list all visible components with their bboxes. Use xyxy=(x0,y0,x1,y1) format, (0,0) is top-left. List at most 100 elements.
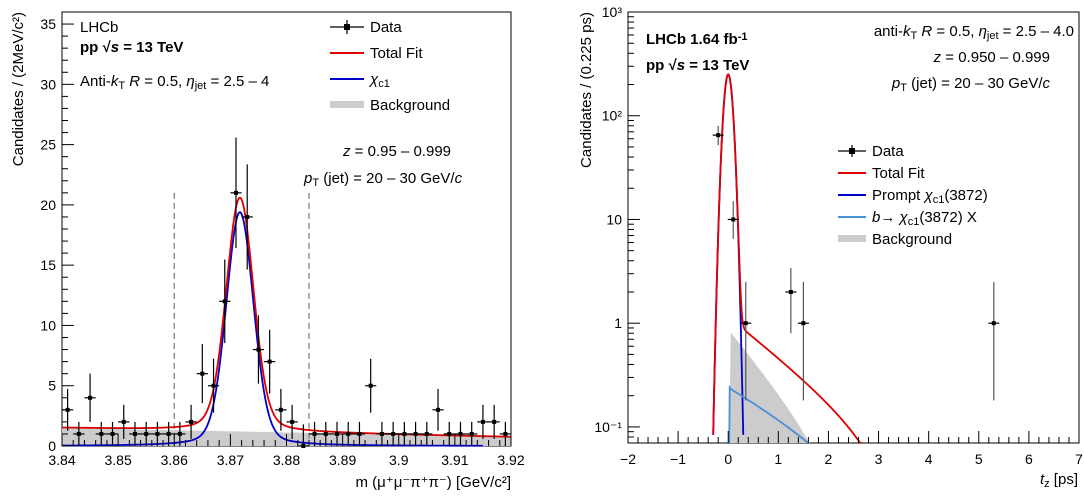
right-data-marker xyxy=(743,321,748,326)
legend-data-label: Data xyxy=(872,143,904,160)
left-y-tick-label: 0 xyxy=(48,438,56,454)
left-data-marker xyxy=(245,214,250,219)
right-data-marker xyxy=(716,133,721,138)
left-chart: 3.84 3.85 3.86 3.87 3.88 3.89 3.9 3.91 3.92 0 5 10 1… xyxy=(10,11,525,491)
left-data-point xyxy=(129,421,141,446)
left-data-point xyxy=(398,421,410,446)
right-x-tick-label: −1 xyxy=(670,451,686,467)
left-data-point xyxy=(219,259,231,344)
left-legend: Data Total Fit χc1 Background xyxy=(330,19,450,114)
left-data-point xyxy=(106,421,119,446)
right-pt-label: pT (jet) = 20 – 30 GeV/c xyxy=(891,75,1051,94)
left-y-tick-label: 30 xyxy=(40,76,56,92)
left-data-point xyxy=(140,421,152,446)
left-data-marker xyxy=(436,407,441,412)
left-data-marker xyxy=(503,431,508,436)
left-data-marker xyxy=(267,359,272,364)
right-x-axis-label: tz [ps] xyxy=(1040,471,1078,490)
right-x-tick-label: −2 xyxy=(620,451,636,467)
left-data-point xyxy=(308,421,321,446)
left-data-marker xyxy=(222,299,227,304)
left-data-point xyxy=(387,421,399,446)
right-y-tick-label: 10³ xyxy=(602,4,623,20)
left-data-point xyxy=(432,388,444,431)
right-data-point xyxy=(740,281,752,401)
left-data-point xyxy=(320,421,332,446)
right-data-point xyxy=(988,281,1000,401)
right-z-label: z = 0.950 – 0.999 xyxy=(933,49,1050,66)
left-x-tick-label: 3.92 xyxy=(497,452,524,468)
left-data-point xyxy=(252,315,265,384)
left-data-point xyxy=(297,424,309,448)
right-x-tick-label: 7 xyxy=(1075,451,1083,467)
left-x-tick-label: 3.88 xyxy=(273,452,300,468)
left-data-point xyxy=(331,421,343,446)
left-data-marker xyxy=(335,431,340,436)
legend-signal-label: χc1 xyxy=(368,71,390,90)
left-y-tick-label: 15 xyxy=(40,257,56,273)
right-legend: Data Total Fit Prompt χc1(3872) b→ χc1(3872… xyxy=(838,143,988,248)
left-data-marker xyxy=(469,431,474,436)
left-x-tick-label: 3.87 xyxy=(217,452,244,468)
right-data-marker xyxy=(801,321,806,326)
left-data-marker xyxy=(166,431,171,436)
right-data-marker xyxy=(991,321,996,326)
left-data-marker xyxy=(189,419,194,424)
right-x-tick-label: 4 xyxy=(925,451,933,467)
left-data-point xyxy=(118,404,130,439)
legend-prompt-label: Prompt χc1(3872) xyxy=(872,187,988,206)
right-b-decay-curve xyxy=(728,384,809,443)
left-data-point xyxy=(73,421,85,446)
left-x-tick-label: 3.86 xyxy=(161,452,188,468)
legend-background-swatch xyxy=(838,235,866,242)
left-data-marker xyxy=(132,431,137,436)
right-data-marker xyxy=(788,289,793,294)
left-data-marker xyxy=(368,383,373,388)
left-data-point xyxy=(409,421,422,446)
left-y-axis-label: Candidates / (2MeV/c²) xyxy=(10,12,27,166)
right-plot-frame xyxy=(627,11,1080,444)
right-energy-label: pp √s = 13 TeV xyxy=(646,57,749,74)
left-x-tick-label: 3.9 xyxy=(389,452,409,468)
left-data-point xyxy=(466,421,478,446)
right-y-tick-label: 1 xyxy=(614,315,622,331)
left-data-marker xyxy=(110,431,115,436)
left-data-point xyxy=(174,421,186,446)
left-data-marker xyxy=(290,419,295,424)
left-data-point xyxy=(286,404,298,439)
left-data-point xyxy=(488,404,500,439)
legend-background-swatch xyxy=(330,101,364,108)
left-data-point xyxy=(353,421,366,446)
left-data-point xyxy=(185,404,197,439)
left-data-marker xyxy=(312,431,317,436)
left-jet-label: Anti-kT R = 0.5, ηjet = 2.5 – 4 xyxy=(80,73,269,92)
left-data-marker xyxy=(99,431,104,436)
left-data-point xyxy=(163,421,175,446)
left-data-marker xyxy=(447,431,452,436)
left-data-marker xyxy=(177,431,182,436)
left-data-point xyxy=(95,421,107,446)
legend-data-swatch-marker xyxy=(849,148,855,154)
left-data-point xyxy=(264,329,276,394)
left-x-tick-label: 3.85 xyxy=(105,452,132,468)
left-data-point xyxy=(275,388,287,431)
left-y-tick-label: 35 xyxy=(40,16,56,32)
left-y-tick-label: 20 xyxy=(40,197,56,213)
right-data-point xyxy=(727,201,739,239)
left-data-marker xyxy=(357,431,362,436)
left-data-point xyxy=(241,164,253,270)
legend-background-label: Background xyxy=(872,231,952,248)
right-chart: −2 −1 0 1 2 3 4 5 6 7 10⁻¹ 1 10 10² 10³ Candidates / (0… xyxy=(578,4,1083,490)
left-signal-curve xyxy=(61,211,483,447)
left-data-point xyxy=(342,421,354,446)
left-data-point xyxy=(365,358,377,413)
left-data-marker xyxy=(424,431,429,436)
left-data-marker xyxy=(480,419,485,424)
left-data-marker xyxy=(278,407,283,412)
left-data-point xyxy=(477,404,489,439)
left-data-point xyxy=(499,421,511,446)
left-data-marker xyxy=(458,431,463,436)
right-x-tick-label: 3 xyxy=(875,451,883,467)
right-data-point xyxy=(785,268,797,334)
